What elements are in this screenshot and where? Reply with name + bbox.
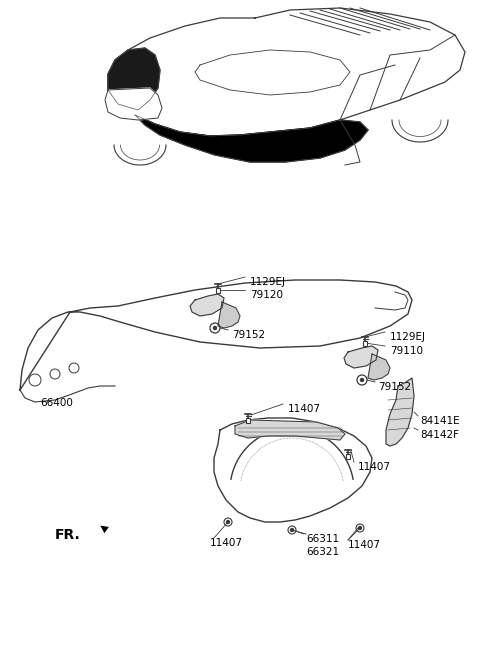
Text: 1129EJ: 1129EJ	[390, 332, 426, 342]
Polygon shape	[108, 8, 465, 136]
Circle shape	[360, 379, 363, 382]
Text: 66400: 66400	[40, 398, 73, 408]
Polygon shape	[105, 88, 162, 120]
Text: 79110: 79110	[390, 346, 423, 356]
Polygon shape	[20, 280, 412, 390]
Polygon shape	[368, 354, 390, 380]
Polygon shape	[218, 302, 240, 328]
Circle shape	[359, 527, 361, 529]
Text: 1129EJ: 1129EJ	[250, 277, 286, 287]
Polygon shape	[214, 418, 372, 522]
Text: 84142F: 84142F	[420, 430, 459, 440]
Polygon shape	[195, 50, 350, 95]
Circle shape	[227, 520, 229, 523]
Polygon shape	[344, 346, 378, 368]
Text: 84141E: 84141E	[420, 416, 460, 426]
Text: 79120: 79120	[250, 290, 283, 300]
Bar	[363, 341, 367, 346]
Text: FR.: FR.	[55, 528, 81, 542]
Text: 11407: 11407	[210, 538, 243, 548]
Text: 79152: 79152	[232, 330, 265, 340]
Bar	[346, 454, 350, 459]
Text: 66311: 66311	[306, 534, 339, 544]
Text: 11407: 11407	[348, 540, 381, 550]
Polygon shape	[135, 115, 368, 162]
Text: 79152: 79152	[378, 382, 411, 392]
Polygon shape	[386, 378, 414, 446]
Text: 11407: 11407	[358, 462, 391, 472]
Polygon shape	[108, 48, 160, 110]
Text: 11407: 11407	[288, 404, 321, 414]
Bar	[216, 288, 220, 293]
Polygon shape	[235, 420, 345, 440]
Bar	[246, 418, 250, 423]
Circle shape	[214, 327, 216, 329]
Text: 66321: 66321	[306, 547, 339, 557]
Circle shape	[290, 529, 293, 531]
Polygon shape	[190, 294, 224, 316]
